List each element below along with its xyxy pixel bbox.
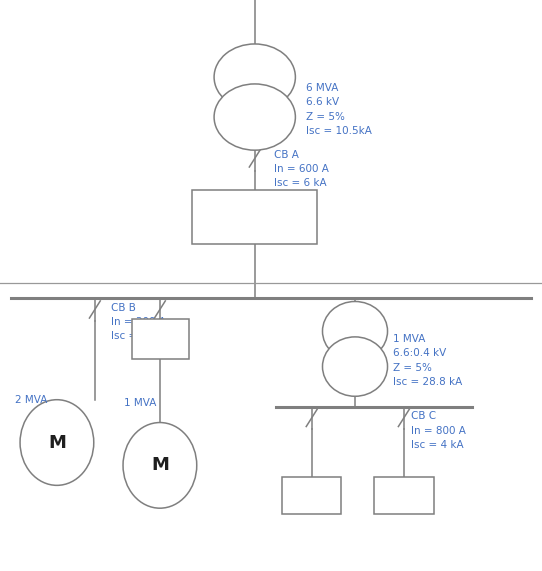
Bar <box>282 477 341 514</box>
Text: 2 MVA: 2 MVA <box>15 395 48 405</box>
Ellipse shape <box>20 400 94 485</box>
Text: M: M <box>151 456 169 475</box>
Ellipse shape <box>123 423 197 508</box>
Text: CB B
In = 300 A
Isc = 1.5 kA: CB B In = 300 A Isc = 1.5 kA <box>111 303 174 341</box>
Ellipse shape <box>214 84 295 150</box>
Text: Loads: Loads <box>388 490 420 501</box>
Bar <box>192 190 317 244</box>
Bar <box>374 477 434 514</box>
Text: M: M <box>48 433 66 452</box>
Text: PCS100
MV UPS: PCS100 MV UPS <box>233 202 277 234</box>
Ellipse shape <box>214 44 295 110</box>
Text: CB A
In = 600 A
Isc = 6 kA: CB A In = 600 A Isc = 6 kA <box>274 150 328 188</box>
Ellipse shape <box>322 337 388 396</box>
Text: CB C
In = 800 A
Isc = 4 kA: CB C In = 800 A Isc = 4 kA <box>411 411 466 450</box>
Text: 1 MVA
6.6:0.4 kV
Z = 5%
Isc = 28.8 kA: 1 MVA 6.6:0.4 kV Z = 5% Isc = 28.8 kA <box>393 334 462 387</box>
Text: 1 MVA: 1 MVA <box>124 397 156 408</box>
Ellipse shape <box>322 301 388 361</box>
Text: 6 MVA
6.6 kV
Z = 5%
Isc = 10.5kA: 6 MVA 6.6 kV Z = 5% Isc = 10.5kA <box>306 83 372 136</box>
Text: VSD: VSD <box>147 332 172 345</box>
Text: Loads: Loads <box>295 490 328 501</box>
Bar <box>132 319 189 359</box>
